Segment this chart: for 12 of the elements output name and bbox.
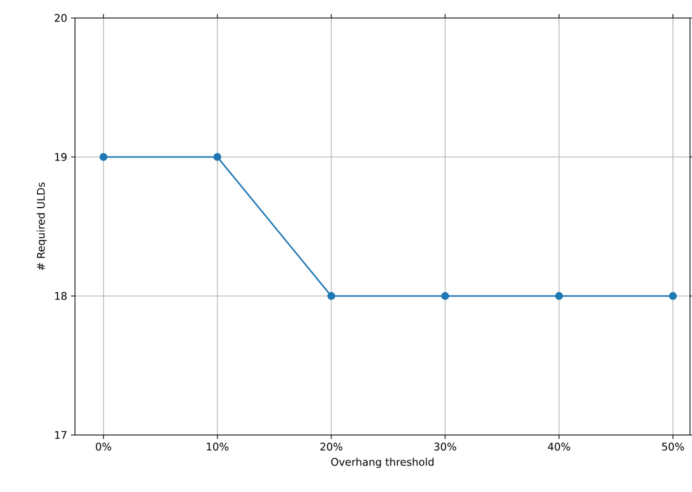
x-axis-title: Overhang threshold xyxy=(331,458,434,468)
y-axis-title: # Required ULDs xyxy=(36,182,47,270)
y-tick-label: 20 xyxy=(54,14,67,22)
x-tick-label: 20% xyxy=(320,442,342,451)
x-tick-label: 10% xyxy=(206,442,228,451)
x-tick-label: 50% xyxy=(662,442,684,451)
y-tick-label: 17 xyxy=(55,431,66,439)
x-tick-label: 40% xyxy=(548,442,570,451)
x-tick-label: 30% xyxy=(434,442,456,451)
x-tick-label: 0% xyxy=(96,442,112,451)
y-tick-label: 18 xyxy=(55,292,67,300)
y-tick-label: 19 xyxy=(55,153,67,161)
